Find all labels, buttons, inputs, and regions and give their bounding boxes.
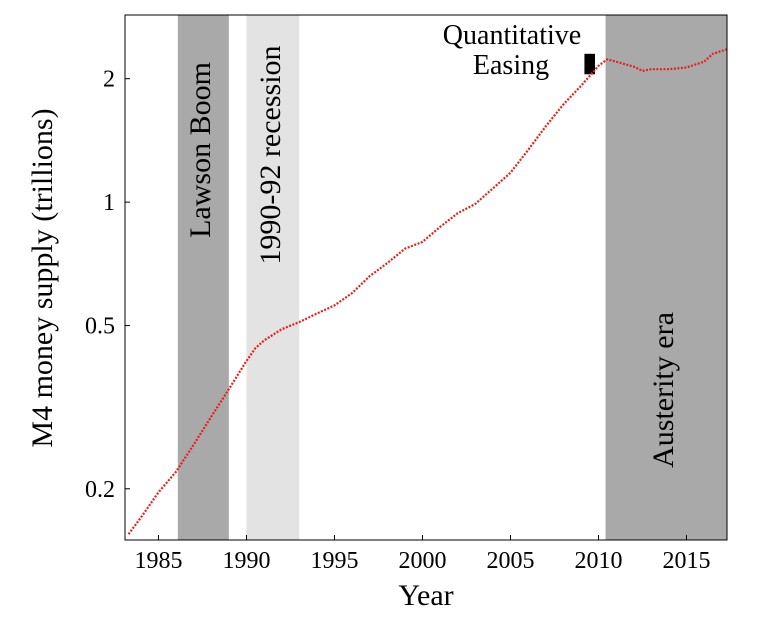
x-tick-label: 2000 — [398, 548, 446, 574]
region-label: Lawson Boom — [184, 62, 217, 238]
qe-marker — [584, 53, 595, 75]
annotation-text: Easing — [473, 50, 549, 81]
x-tick-label: 1985 — [134, 548, 182, 574]
x-tick-label: 2015 — [663, 548, 711, 574]
y-tick-label: 0.5 — [85, 314, 115, 340]
plot-frame — [124, 14, 728, 541]
annotation-text: Quantitative — [443, 20, 581, 51]
y-tick-label: 2 — [103, 67, 115, 93]
region-label: Austerity era — [647, 312, 680, 468]
plot: 1985 1990 1995 2000 2005 2010 2015 0.2 0.5 1 2 Quan… — [85, 20, 728, 574]
x-tick-label: 2005 — [486, 548, 534, 574]
y-tick-label: 1 — [103, 190, 115, 216]
shaded-region — [605, 15, 727, 540]
x-axis-label: Year — [398, 579, 453, 612]
shaded-region — [177, 15, 229, 540]
regions: Lawson Boom 1990-92 recession Austerity er… — [177, 15, 727, 540]
region-label: 1990-92 recession — [254, 45, 287, 264]
x-tick-label: 2010 — [575, 548, 623, 574]
y-axis-label: M4 money supply (trillions) — [26, 108, 59, 447]
data-line — [127, 48, 728, 535]
x-tick-label: 1990 — [222, 548, 270, 574]
y-tick-label: 0.2 — [85, 477, 115, 503]
shaded-region — [246, 15, 300, 540]
x-tick-label: 1995 — [310, 548, 358, 574]
